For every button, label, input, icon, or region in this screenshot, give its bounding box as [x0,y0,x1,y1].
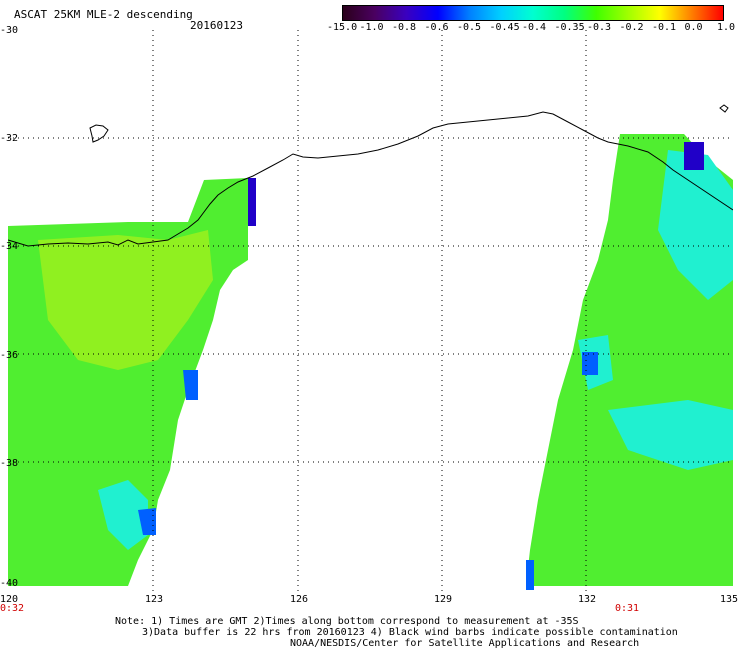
lat-label: -30 [0,25,19,36]
colorbar-tick-label: -0.4 [522,22,547,33]
lat-lon-grid [8,30,733,600]
colorbar-tick-label: -0.45 [489,22,520,33]
time-label-left: 0:32 [0,603,25,614]
coastline-island-small [719,104,729,113]
lon-label: 132 [578,594,597,605]
coastline-island [89,124,109,143]
colorbar-tick-label: -0.5 [457,22,482,33]
swath-right-cyan2 [608,400,733,470]
lon-label: 129 [434,594,453,605]
swath-right-blue [582,352,598,375]
note-line-3: NOAA/NESDIS/Center for Satellite Applica… [290,638,640,649]
lon-label: 126 [290,594,309,605]
note-line-1: Note: 1) Times are GMT 2)Times along bot… [115,616,579,627]
lon-label: 135 [720,594,739,605]
note-line-2: 3)Data buffer is 22 hrs from 20160123 4)… [142,627,678,638]
swath-left-dark [248,178,256,226]
colorbar-tick-label: -0.2 [619,22,644,33]
colorbar-tick-label: 0.0 [684,22,703,33]
coastline-main [8,111,733,247]
lon-label: 123 [145,594,164,605]
colorbar-tick-label: 1.0 [717,22,736,33]
lat-label: -34 [0,241,19,252]
swath-left-cyan [98,480,148,550]
lon-label: 120 [0,594,19,605]
colorbar-tick-label: -0.35 [554,22,585,33]
colorbar-tick-label: -0.1 [652,22,677,33]
wind-swaths [8,134,733,590]
colorbar-tick-label: -1.0 [359,22,384,33]
colorbar-tick-label: -0.8 [392,22,417,33]
map-date: 20160123 [190,19,243,32]
map-plot [8,30,733,600]
colorbar-tick-label: -0.3 [587,22,612,33]
swath-right-dark [684,142,704,170]
map-title: ASCAT 25KM MLE-2 descending [14,8,193,21]
swath-left-light [38,230,213,370]
swath-right-cyan [658,150,733,300]
swath-left-blue2 [183,370,198,400]
lat-label: -40 [0,578,19,589]
lat-label: -38 [0,458,19,469]
colorbar-tick-label: -15.0 [327,22,358,33]
lat-label: -36 [0,350,19,361]
lat-label: -32 [0,133,19,144]
time-label-right: 0:31 [615,603,640,614]
colorbar [342,5,724,21]
colorbar-tick-label: -0.6 [424,22,449,33]
swath-right-blue2 [526,560,534,590]
swath-left-blue [138,508,156,535]
